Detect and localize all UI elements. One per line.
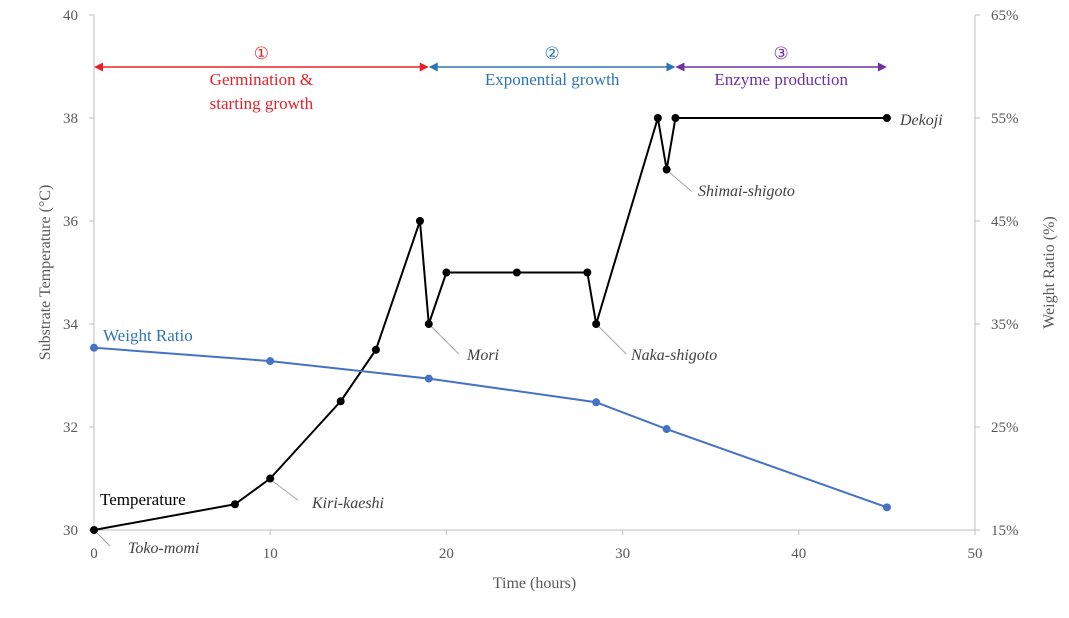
y-left-tick-label: 36 — [63, 214, 79, 230]
data-point — [415, 217, 424, 225]
phase-marker: ① — [254, 44, 269, 63]
y-left-tick-label: 30 — [63, 523, 78, 539]
phase-label: Exponential growth — [485, 70, 620, 89]
phase-arrow-head-right — [877, 62, 887, 72]
phase-arrow-head-left — [675, 62, 685, 72]
phase-label: starting growth — [210, 94, 314, 113]
y-axis-right-title: Weight Ratio (%) — [1041, 216, 1058, 328]
y-right-tick-label: 65% — [991, 8, 1019, 24]
series-label-weight-ratio: Weight Ratio — [103, 326, 193, 345]
data-point — [266, 357, 275, 366]
data-point — [424, 320, 433, 328]
phase-annotations: ① Germination & starting growth ② Exponentia… — [94, 44, 887, 113]
phase-arrow-head-left — [428, 62, 438, 72]
annotation-leaders — [96, 172, 692, 547]
data-point — [336, 397, 345, 406]
annotation-leader-line — [669, 172, 692, 192]
phase-arrow-head-right — [666, 62, 676, 72]
phase-label: Germination & — [210, 70, 313, 89]
data-point — [671, 114, 680, 122]
y-right-tick-label: 55% — [991, 111, 1019, 127]
series-label-temperature: Temperature — [100, 490, 186, 509]
data-point — [882, 114, 891, 122]
data-point — [442, 268, 451, 277]
annotation-label: Toko-momi — [128, 540, 199, 557]
x-tick-label: 20 — [439, 546, 454, 562]
y-axis-left-title: Substrate Temperature (°C) — [37, 185, 54, 361]
data-point — [230, 500, 239, 509]
phase-label: Enzyme production — [714, 70, 848, 89]
annotation-leader-line — [96, 532, 111, 547]
annotation-label: Dekoji — [899, 112, 943, 129]
data-point — [653, 114, 662, 122]
y-right-tick-label: 45% — [991, 214, 1019, 230]
annotation-leader-line — [431, 326, 460, 355]
annotation-leader-line — [272, 481, 299, 501]
series-line — [93, 117, 887, 531]
phase-marker: ③ — [774, 44, 789, 63]
data-point — [592, 398, 601, 407]
data-point — [90, 526, 98, 534]
axes: 0 10 20 30 40 50 30 32 34 36 38 40 15% 25% 35% 45% 55% 65… — [37, 8, 1058, 592]
x-tick-label: 40 — [791, 546, 806, 562]
y-right-tick-label: 15% — [991, 523, 1019, 539]
y-left-tick-label: 38 — [63, 111, 78, 127]
x-tick-label: 30 — [615, 546, 630, 562]
series-line — [93, 346, 888, 509]
annotation-label: Shimai-shigoto — [698, 183, 795, 200]
x-tick-label: 50 — [968, 546, 983, 562]
phase-marker: ② — [544, 44, 559, 63]
data-point — [90, 343, 98, 352]
data-point — [882, 503, 891, 512]
annotation-label: Naka-shigoto — [630, 347, 717, 364]
y-left-tick-label: 32 — [63, 420, 78, 436]
y-left-tick-label: 34 — [63, 317, 79, 333]
data-point — [371, 345, 380, 354]
phase-arrow-head-right — [419, 62, 429, 72]
annotation-label: Mori — [466, 347, 499, 364]
text-labels: Toko-momi Kiri-kaeshi Mori Naka-shigoto Shim… — [100, 112, 943, 557]
data-point — [583, 268, 592, 277]
phase-arrow-head-left — [94, 62, 103, 72]
annotation-label: Kiri-kaeshi — [311, 495, 384, 512]
data-point — [512, 268, 521, 277]
data-point — [662, 425, 671, 434]
annotation-leader-line — [598, 326, 627, 355]
data-point — [424, 374, 433, 383]
data-point — [592, 320, 601, 328]
x-tick-label: 10 — [263, 546, 278, 562]
y-right-tick-label: 35% — [991, 317, 1019, 333]
data-point — [662, 165, 671, 174]
y-left-tick-label: 40 — [63, 8, 78, 24]
y-right-tick-label: 25% — [991, 420, 1019, 436]
x-axis-title: Time (hours) — [493, 575, 576, 592]
x-tick-label: 0 — [90, 546, 98, 562]
series-layer — [90, 114, 891, 534]
data-point — [266, 474, 275, 483]
